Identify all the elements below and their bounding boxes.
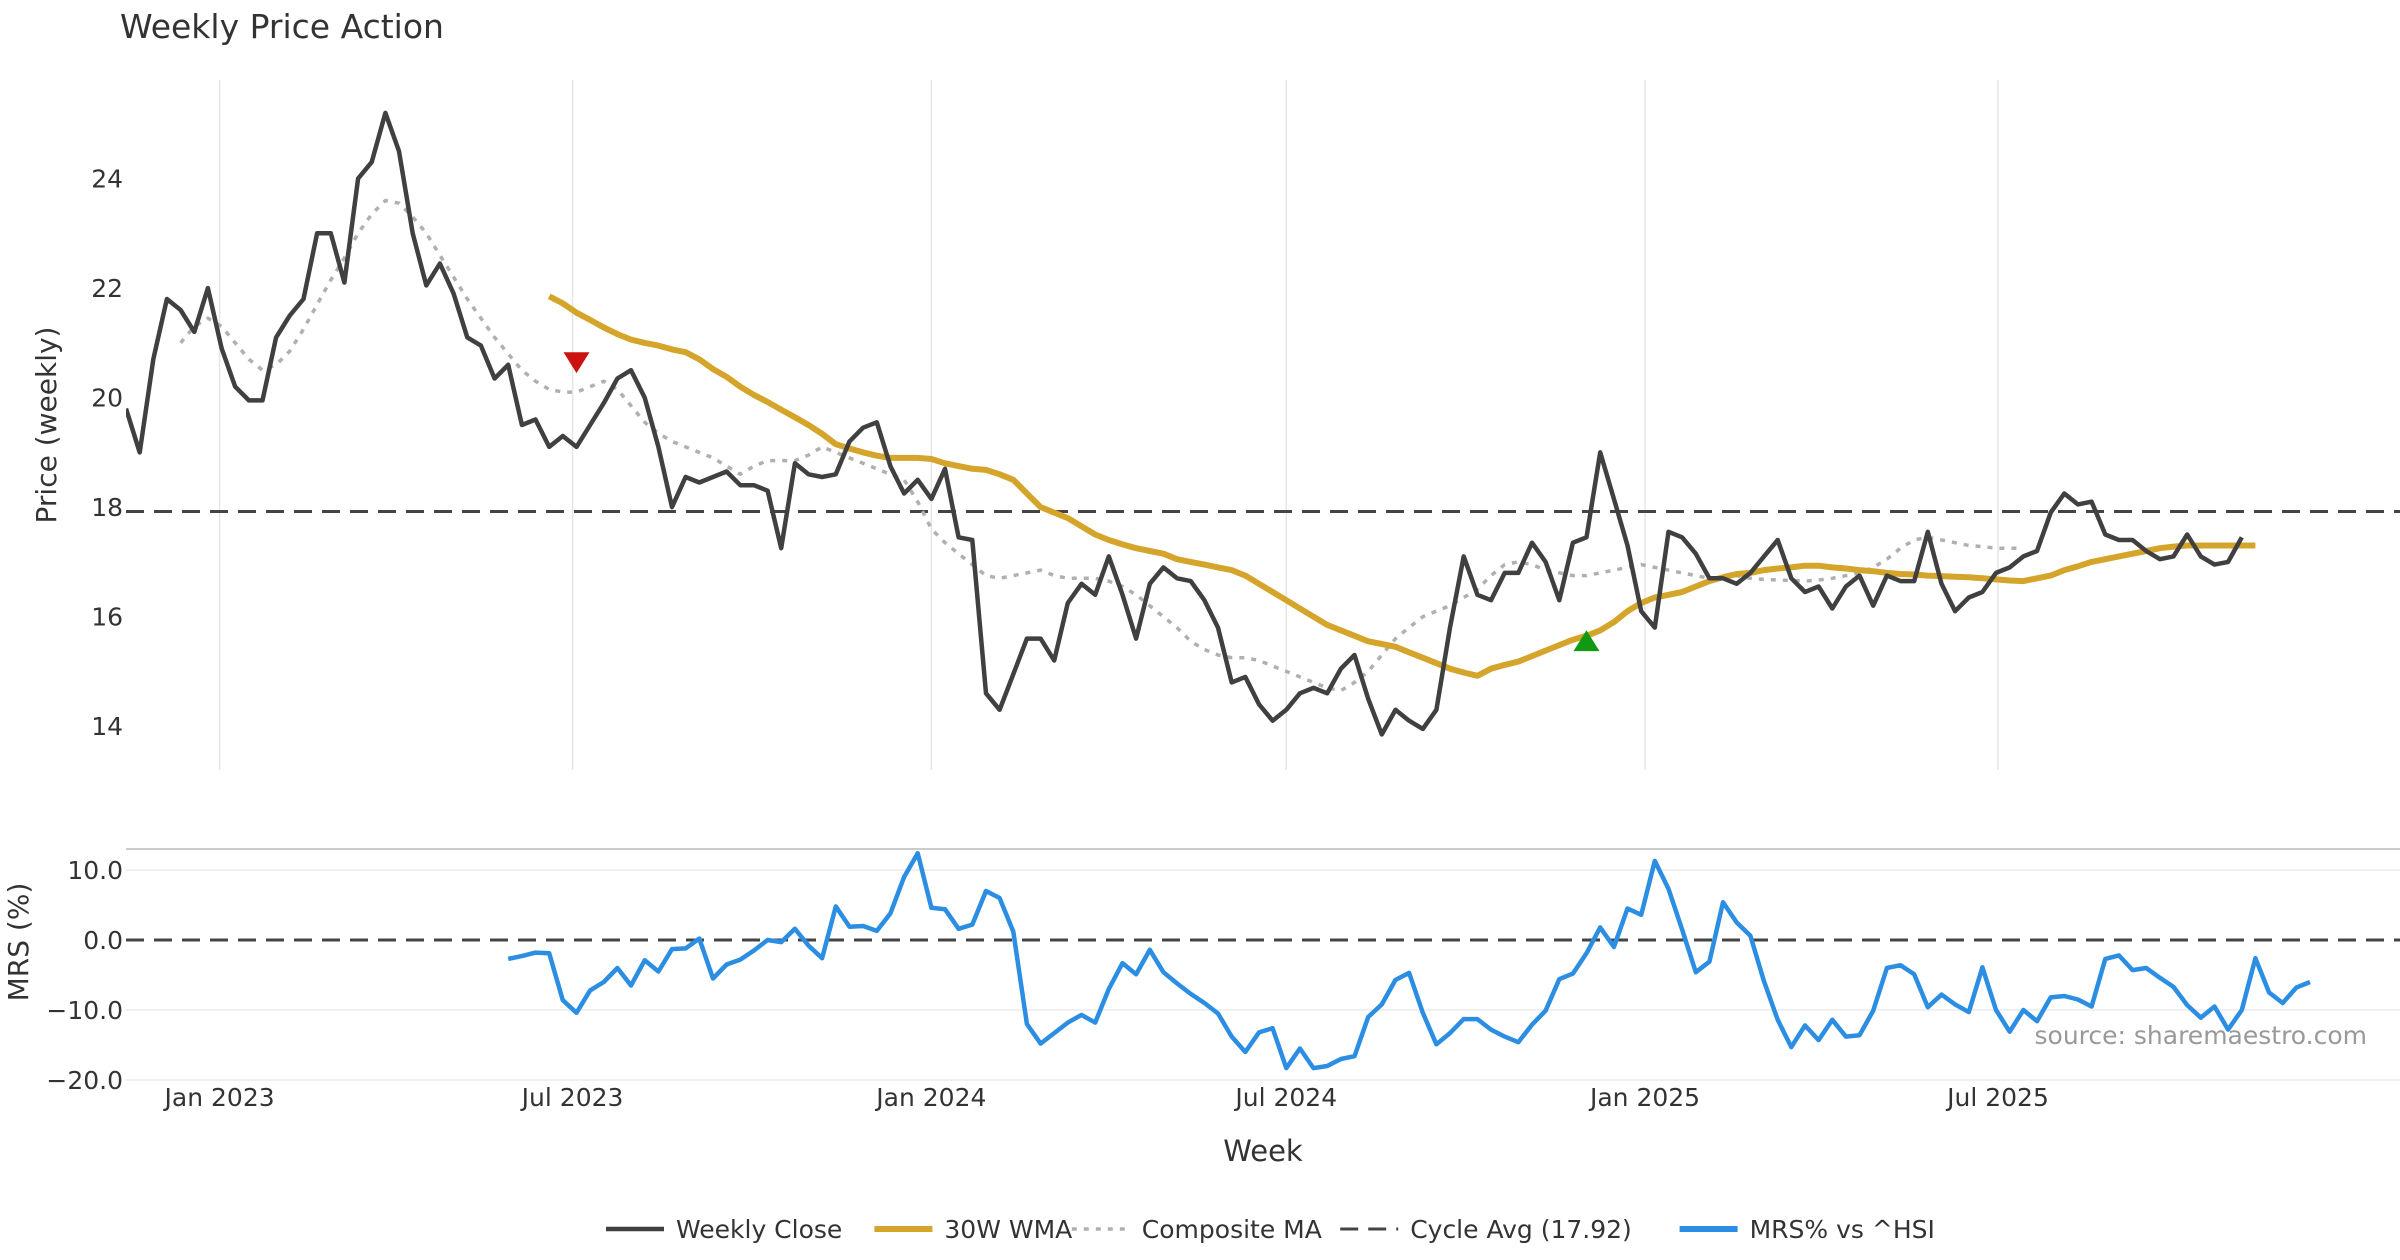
- x-tick-label: Jan 2025: [1588, 1083, 1700, 1112]
- price-y-tick-label: 18: [91, 493, 123, 522]
- price-y-tick-label: 16: [91, 603, 123, 632]
- buy-signal-marker: [1573, 630, 1600, 652]
- mrs-panel: MRS (%) −20.0 −10.0 0.0 10.0 source: sharem…: [2, 848, 2400, 1168]
- price-y-tick-label: 14: [91, 712, 123, 741]
- mrs-y-axis-label: MRS (%): [2, 883, 35, 1002]
- legend-label: Cycle Avg (17.92): [1410, 1215, 1632, 1244]
- price-panel: Weekly Price Action Price (weekly) 14161…: [30, 7, 2400, 770]
- legend-item: Weekly Close: [606, 1215, 842, 1244]
- mrs-line: [507, 850, 2311, 1071]
- price-x-grid: [218, 80, 1999, 770]
- weekly-close-line: [126, 110, 2244, 737]
- mrs-y-tick-label: −10.0: [46, 996, 123, 1025]
- price-y-ticks: 14 16 18 20 22 24: [91, 165, 123, 742]
- x-axis-label: Week: [1223, 1134, 1303, 1168]
- x-tick-label: Jul 2025: [1945, 1083, 2049, 1112]
- mrs-y-tick-label: 0.0: [83, 926, 123, 955]
- chart-title: Weekly Price Action: [120, 7, 444, 46]
- legend-item: Composite MA: [1071, 1215, 1322, 1244]
- mrs-y-tick-label: −20.0: [46, 1066, 123, 1095]
- composite-ma-line: [179, 198, 2024, 693]
- legend-label: MRS% vs ^HSI: [1750, 1215, 1935, 1244]
- x-ticks: Jan 2023 Jul 2023 Jan 2024 Jul 2024 Jan 2025…: [163, 1083, 2049, 1112]
- legend-label: 30W WMA: [944, 1215, 1072, 1244]
- legend-label: Weekly Close: [676, 1215, 842, 1244]
- price-y-tick-label: 24: [91, 165, 123, 194]
- x-tick-label: Jan 2024: [874, 1083, 986, 1112]
- sell-signal-marker: [563, 352, 590, 374]
- source-annotation: source: sharemaestro.com: [2035, 1021, 2368, 1050]
- mrs-y-ticks: −20.0 −10.0 0.0 10.0: [46, 856, 123, 1095]
- wma-30w-line: [547, 293, 2256, 679]
- legend-label: Composite MA: [1142, 1215, 1322, 1244]
- x-tick-label: Jan 2023: [163, 1083, 275, 1112]
- legend-item: Cycle Avg (17.92): [1340, 1215, 1632, 1244]
- mrs-y-tick-label: 10.0: [67, 856, 123, 885]
- price-y-tick-label: 20: [91, 384, 123, 413]
- legend: Weekly Close 30W WMA Composite MA Cycle Avg…: [606, 1215, 1935, 1244]
- price-y-axis-label: Price (weekly): [30, 327, 63, 524]
- legend-item: 30W WMA: [874, 1215, 1072, 1244]
- price-y-tick-label: 22: [91, 274, 123, 303]
- legend-item: MRS% vs ^HSI: [1679, 1215, 1935, 1244]
- x-tick-label: Jul 2023: [520, 1083, 624, 1112]
- x-tick-label: Jul 2024: [1233, 1083, 1337, 1112]
